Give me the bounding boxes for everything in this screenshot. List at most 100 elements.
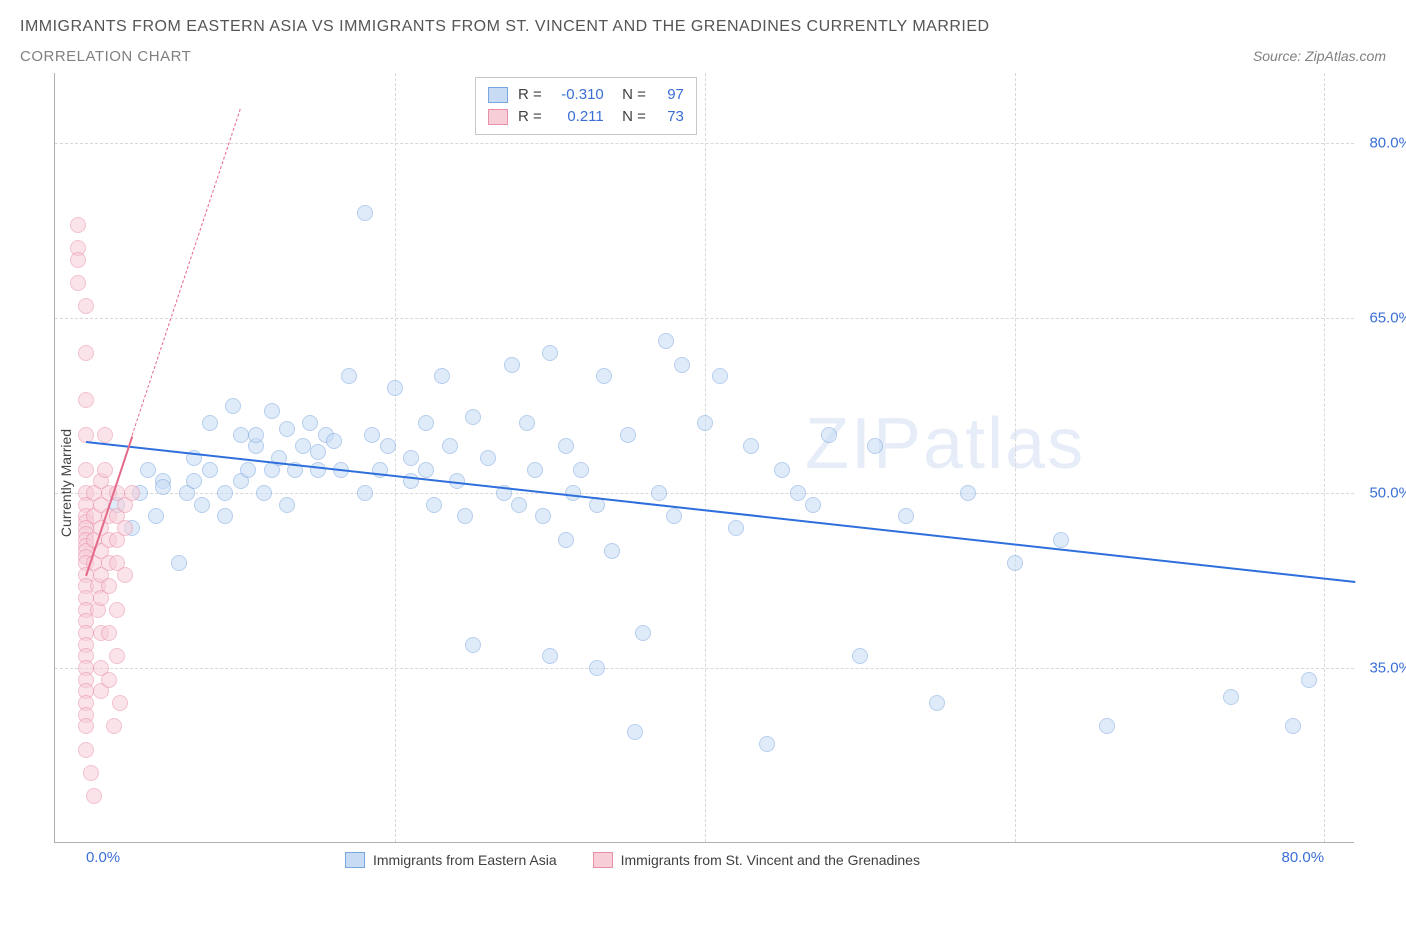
legend-item: Immigrants from Eastern Asia xyxy=(345,852,557,868)
scatter-point xyxy=(101,625,117,641)
scatter-point xyxy=(558,438,574,454)
trend-line xyxy=(132,108,241,435)
scatter-point xyxy=(264,403,280,419)
scatter-point xyxy=(70,217,86,233)
scatter-point xyxy=(310,462,326,478)
scatter-point xyxy=(1053,532,1069,548)
scatter-point xyxy=(78,298,94,314)
gridline-vertical xyxy=(395,73,396,842)
scatter-point xyxy=(70,275,86,291)
scatter-point xyxy=(674,357,690,373)
scatter-point xyxy=(1285,718,1301,734)
scatter-point xyxy=(504,357,520,373)
stats-n-value: 97 xyxy=(656,84,684,106)
chart-container: Currently Married ZIPatlas 35.0%50.0%65.… xyxy=(20,73,1406,893)
scatter-point xyxy=(805,497,821,513)
scatter-point xyxy=(78,742,94,758)
legend-swatch xyxy=(593,852,613,868)
scatter-point xyxy=(279,497,295,513)
scatter-point xyxy=(960,485,976,501)
scatter-point xyxy=(542,648,558,664)
scatter-point xyxy=(651,485,667,501)
scatter-point xyxy=(712,368,728,384)
x-tick-label: 0.0% xyxy=(86,849,120,866)
scatter-point xyxy=(148,508,164,524)
legend-label: Immigrants from Eastern Asia xyxy=(373,852,557,868)
stats-legend-box: R =-0.310 N =97R =0.211 N =73 xyxy=(475,77,697,135)
scatter-point xyxy=(202,415,218,431)
scatter-point xyxy=(867,438,883,454)
x-tick-label: 80.0% xyxy=(1282,849,1325,866)
scatter-point xyxy=(465,637,481,653)
legend-swatch xyxy=(488,87,508,103)
scatter-point xyxy=(78,718,94,734)
legend-item: Immigrants from St. Vincent and the Gren… xyxy=(593,852,920,868)
scatter-point xyxy=(403,450,419,466)
scatter-point xyxy=(1099,718,1115,734)
stats-row: R =0.211 N =73 xyxy=(488,106,684,128)
scatter-point xyxy=(426,497,442,513)
stats-r-value: -0.310 xyxy=(552,84,604,106)
gridline-vertical xyxy=(1324,73,1325,842)
scatter-point xyxy=(573,462,589,478)
series-legend: Immigrants from Eastern Asia Immigrants f… xyxy=(345,852,920,868)
scatter-point xyxy=(527,462,543,478)
scatter-point xyxy=(101,578,117,594)
scatter-point xyxy=(511,497,527,513)
scatter-point xyxy=(194,497,210,513)
scatter-point xyxy=(743,438,759,454)
scatter-point xyxy=(457,508,473,524)
scatter-point xyxy=(558,532,574,548)
scatter-point xyxy=(357,205,373,221)
scatter-point xyxy=(604,543,620,559)
scatter-point xyxy=(106,718,122,734)
scatter-point xyxy=(589,660,605,676)
scatter-point xyxy=(240,462,256,478)
scatter-point xyxy=(1223,689,1239,705)
scatter-point xyxy=(774,462,790,478)
y-tick-label: 65.0% xyxy=(1362,310,1406,327)
scatter-point xyxy=(83,765,99,781)
scatter-point xyxy=(101,672,117,688)
scatter-point xyxy=(1301,672,1317,688)
scatter-point xyxy=(658,333,674,349)
stats-r-label: R = xyxy=(518,84,542,106)
watermark-bold: ZIP xyxy=(805,404,923,484)
scatter-point xyxy=(248,427,264,443)
y-tick-label: 80.0% xyxy=(1362,135,1406,152)
scatter-point xyxy=(627,724,643,740)
scatter-point xyxy=(418,462,434,478)
plot-area: ZIPatlas 35.0%50.0%65.0%80.0%0.0%80.0%R … xyxy=(54,73,1354,843)
legend-swatch xyxy=(488,109,508,125)
stats-row: R =-0.310 N =97 xyxy=(488,84,684,106)
watermark: ZIPatlas xyxy=(805,403,1085,485)
chart-subtitle: CORRELATION CHART xyxy=(20,48,191,65)
scatter-point xyxy=(380,438,396,454)
scatter-point xyxy=(97,462,113,478)
trend-line xyxy=(86,441,1355,583)
scatter-point xyxy=(666,508,682,524)
stats-n-value: 73 xyxy=(656,106,684,128)
watermark-thin: atlas xyxy=(923,404,1085,484)
scatter-point xyxy=(635,625,651,641)
scatter-point xyxy=(279,421,295,437)
scatter-point xyxy=(217,485,233,501)
scatter-point xyxy=(109,602,125,618)
scatter-point xyxy=(217,508,233,524)
scatter-point xyxy=(302,415,318,431)
scatter-point xyxy=(759,736,775,752)
scatter-point xyxy=(97,427,113,443)
y-tick-label: 50.0% xyxy=(1362,485,1406,502)
scatter-point xyxy=(519,415,535,431)
chart-title: IMMIGRANTS FROM EASTERN ASIA VS IMMIGRAN… xyxy=(20,18,1396,36)
scatter-point xyxy=(233,427,249,443)
y-tick-label: 35.0% xyxy=(1362,660,1406,677)
scatter-point xyxy=(341,368,357,384)
scatter-point xyxy=(295,438,311,454)
scatter-point xyxy=(78,462,94,478)
scatter-point xyxy=(364,427,380,443)
scatter-point xyxy=(821,427,837,443)
stats-r-value: 0.211 xyxy=(552,106,604,128)
scatter-point xyxy=(124,485,140,501)
scatter-point xyxy=(357,485,373,501)
